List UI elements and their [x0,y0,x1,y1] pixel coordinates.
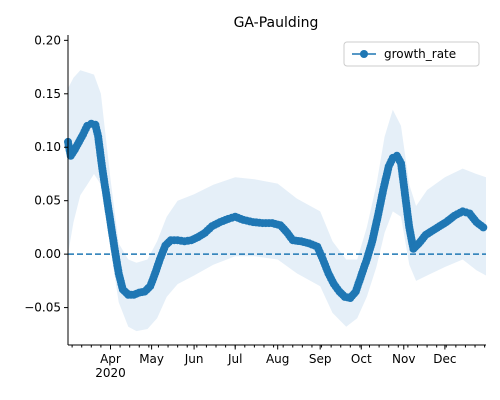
x-tick-label: Apr [100,352,121,366]
confidence-band-layer [68,70,486,332]
legend-box [343,41,480,67]
y-tick-label: 0.15 [34,87,61,101]
x-tick-label: Jun [184,352,204,366]
y-tick-label: 0.20 [34,33,61,47]
x-tick-label: Oct [351,352,372,366]
legend-label: growth_rate [384,47,456,61]
x-tick-label: Jul [227,352,242,366]
legend-marker-sample [360,50,368,58]
x-tick-label: Dec [433,352,456,366]
series-layer [64,119,488,302]
x-tick-label: Nov [392,352,415,366]
x-tick-label: May [139,352,164,366]
y-tick-label: 0.00 [34,247,61,261]
legend: growth_rate [343,41,480,67]
data-point [479,223,488,232]
y-tick-label: 0.05 [34,194,61,208]
y-tick-label: −0.05 [24,301,61,315]
y-tick-label: 0.10 [34,140,61,154]
confidence-band [68,70,486,332]
x-tick-year-label: 2020 [95,366,126,380]
x-tick-label: Sep [309,352,332,366]
x-tick-label: Aug [266,352,289,366]
chart-title: GA-Paulding [234,15,319,31]
